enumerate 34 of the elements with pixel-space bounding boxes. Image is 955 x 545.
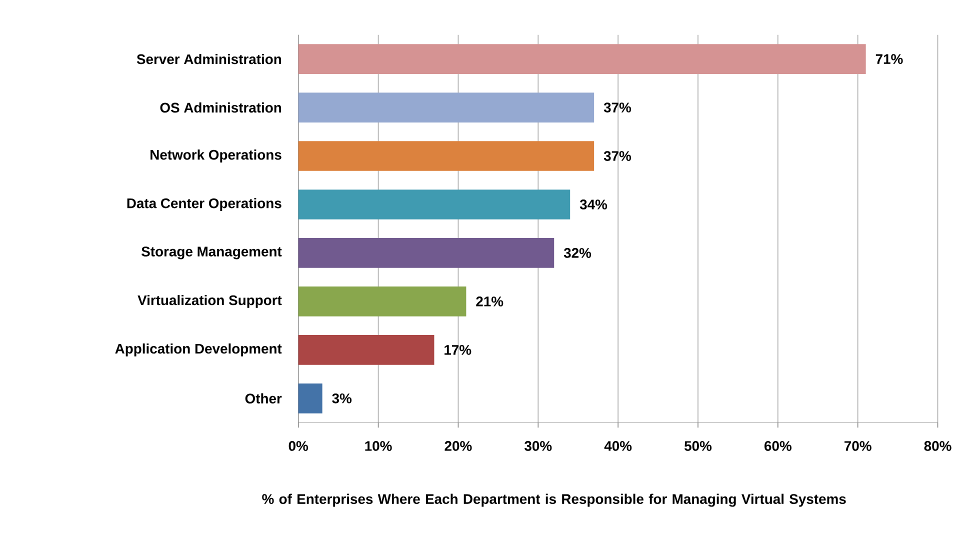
bar <box>298 190 570 220</box>
y-tick-label: Network Operations <box>150 150 282 163</box>
data-label: 32% <box>564 248 592 258</box>
bar <box>298 286 466 316</box>
data-label: 17% <box>444 345 472 355</box>
y-tick-label: OS Administration <box>160 102 282 113</box>
data-label: 71% <box>876 54 903 64</box>
y-tick-label: Virtualization Support <box>138 294 282 308</box>
x-tick-label: 60% <box>764 441 792 451</box>
bar <box>298 384 322 414</box>
x-tick-label: 80% <box>924 441 952 451</box>
y-tick-label: Other <box>245 393 282 404</box>
x-tick-label: 10% <box>365 441 392 451</box>
y-tick-label: Storage Management <box>142 246 282 260</box>
bar <box>298 141 594 171</box>
y-tick-label: Data Center Operations <box>127 198 282 211</box>
x-tick-label: 50% <box>684 441 712 451</box>
data-label: 3% <box>332 393 352 404</box>
data-label: 37% <box>604 151 632 161</box>
bar <box>298 238 554 268</box>
y-tick-label: Server Administration <box>136 54 282 64</box>
data-label: 37% <box>604 102 632 112</box>
bar <box>298 44 866 74</box>
data-label: 21% <box>476 296 504 306</box>
x-axis-title: % of Enterprises Where Each Department is Responsible for Managing Virtual Systems <box>262 494 846 507</box>
bar <box>298 335 434 365</box>
x-tick-label: 70% <box>844 441 872 451</box>
x-tick-label: 20% <box>444 441 472 451</box>
x-tick-label: 0% <box>288 441 308 451</box>
bar <box>298 92 594 122</box>
x-tick-label: 40% <box>604 441 632 451</box>
x-tick-label: 30% <box>524 441 552 451</box>
data-label: 34% <box>580 200 608 210</box>
y-tick-label: Application Development <box>115 343 282 356</box>
